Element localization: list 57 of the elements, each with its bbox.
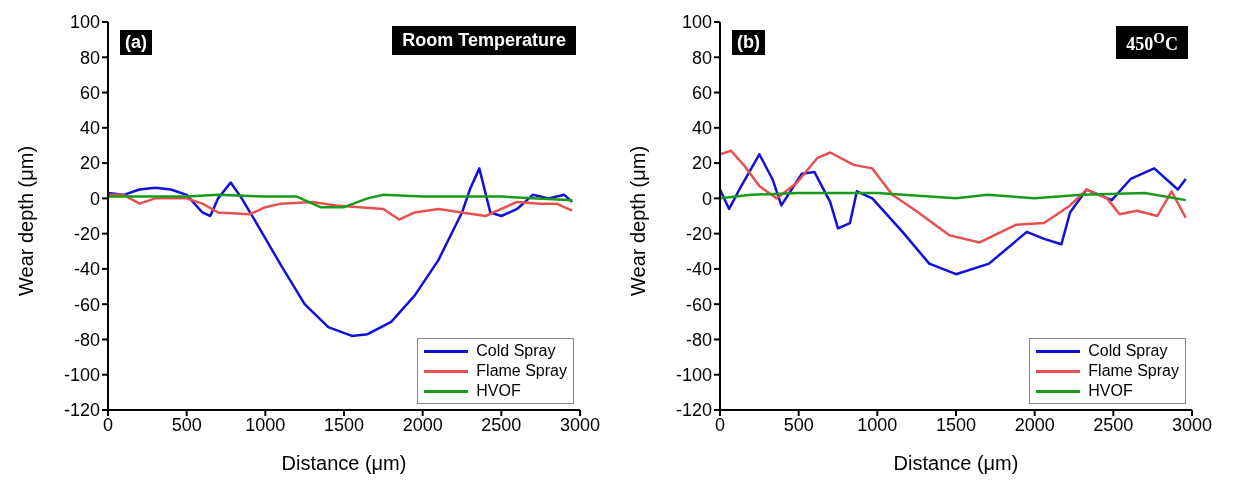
y-tick-label: -60 [73,294,100,315]
y-axis-title: Wear depth (μm) [15,145,38,296]
x-tick-label: 500 [171,414,202,435]
y-tick-label: 80 [79,47,100,68]
annotation: (a) [125,32,147,52]
y-tick-label: 40 [79,118,100,139]
x-axis-title: Distance (μm) [893,452,1019,474]
y-tick-label: -80 [73,329,100,350]
y-tick-label: -100 [675,365,712,386]
line-series [108,193,574,221]
legend-label: HVOF [1087,381,1134,401]
y-tick-label: 100 [681,12,712,33]
y-tick-label: 20 [79,153,100,174]
legend-label: Cold Spray [475,341,557,361]
line-series [720,149,1187,244]
y-tick-label: -120 [675,400,712,421]
x-axis-title: Distance (μm) [281,452,407,474]
x-tick-label: 3000 [559,414,601,435]
y-tick-label: 60 [79,82,100,103]
y-tick-label: -40 [73,259,100,280]
y-tick-label: 0 [701,188,712,209]
x-tick-label: 2000 [402,414,443,435]
line-series [108,193,574,209]
y-tick-label: -60 [685,294,712,315]
y-tick-label: 80 [691,47,712,68]
x-tick-label: 0 [102,414,114,435]
x-tick-label: 2500 [1093,414,1134,435]
legend-label: Cold Spray [1087,341,1169,361]
line-series [720,191,1187,202]
annotation: 450$^{O}$C [1126,30,1178,54]
x-tick-label: 0 [714,414,726,435]
y-axis-title: Wear depth (μm) [627,145,650,296]
x-tick-label: 1000 [857,414,898,435]
x-tick-label: 2500 [481,414,522,435]
y-tick-label: -80 [685,329,712,350]
y-tick-label: -20 [685,224,712,245]
x-tick-label: 1500 [935,414,977,435]
legend-label: Flame Spray [1087,361,1179,381]
y-tick-label: 20 [691,153,712,174]
legend-label: Flame Spray [475,361,567,381]
y-tick-label: 0 [89,188,100,209]
y-tick-label: -20 [73,224,100,245]
x-tick-label: 3000 [1171,414,1213,435]
annotation: (b) [737,32,760,52]
line-series [108,167,574,338]
y-tick-label: 60 [691,82,712,103]
legend-label: HVOF [475,381,522,401]
y-tick-label: -40 [685,259,712,280]
y-tick-label: -120 [63,400,100,421]
x-tick-label: 1500 [323,414,365,435]
x-tick-label: 2000 [1014,414,1055,435]
x-tick-label: 500 [783,414,814,435]
annotation: Room Temperature [402,30,566,50]
y-tick-label: -100 [63,365,100,386]
y-tick-label: 40 [691,118,712,139]
x-tick-label: 1000 [245,414,286,435]
y-tick-label: 100 [69,12,100,33]
